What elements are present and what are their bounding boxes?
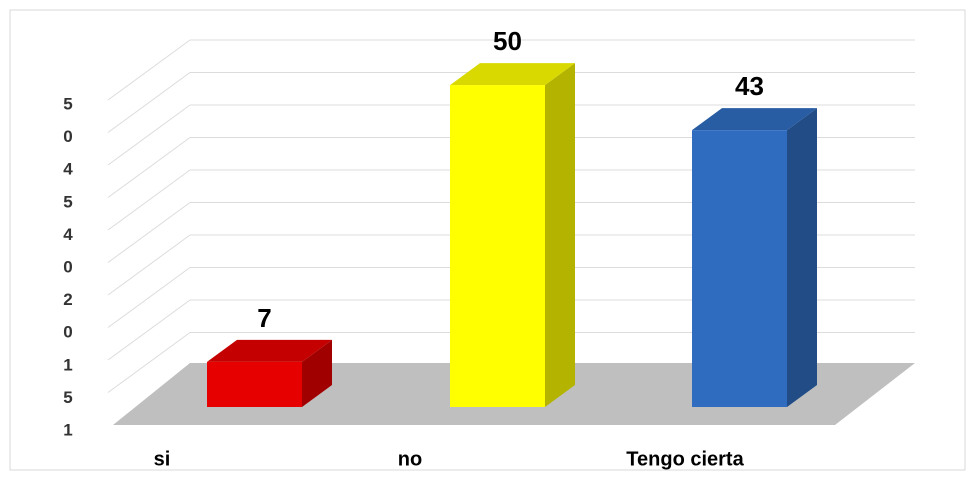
y-axis-label: 4 [63,225,73,244]
bar-front [450,85,545,407]
grid-line [107,299,191,361]
y-axis-label: 0 [63,257,72,276]
grid-line [107,39,191,101]
bar-side [787,108,817,407]
x-tick-label: si [154,448,171,470]
x-tick-label: no [398,448,422,470]
bar [207,339,332,407]
grid-line [107,332,191,393]
value-label: 43 [735,71,764,101]
y-axis-label: 5 [63,388,72,407]
grid-line [107,104,191,166]
y-axis-label: 5 [63,192,72,211]
y-axis-label: 5 [63,94,72,113]
bar-front [692,130,787,407]
y-axis-label: 4 [63,160,73,179]
bar-side [545,63,575,407]
grid-line [107,267,191,328]
bar [692,108,817,407]
bar-side [302,339,332,407]
value-label: 7 [257,303,271,333]
bar-top [207,339,332,362]
grid-line [107,234,191,296]
grid-line [107,137,191,198]
value-label: 50 [493,26,522,56]
x-tick-label: Tengo cierta [626,448,744,470]
grid-line [107,169,191,231]
bar [450,63,575,407]
y-axis-label: 1 [63,355,72,374]
bar-top [692,108,817,131]
grid-line [107,72,191,133]
y-axis-label: 1 [63,420,72,439]
y-axis-label: 0 [63,323,72,342]
y-axis-label: 0 [63,127,72,146]
bar-top [450,63,575,86]
bar-front [207,361,302,407]
y-axis-label: 2 [63,290,72,309]
grid-line [107,202,191,263]
